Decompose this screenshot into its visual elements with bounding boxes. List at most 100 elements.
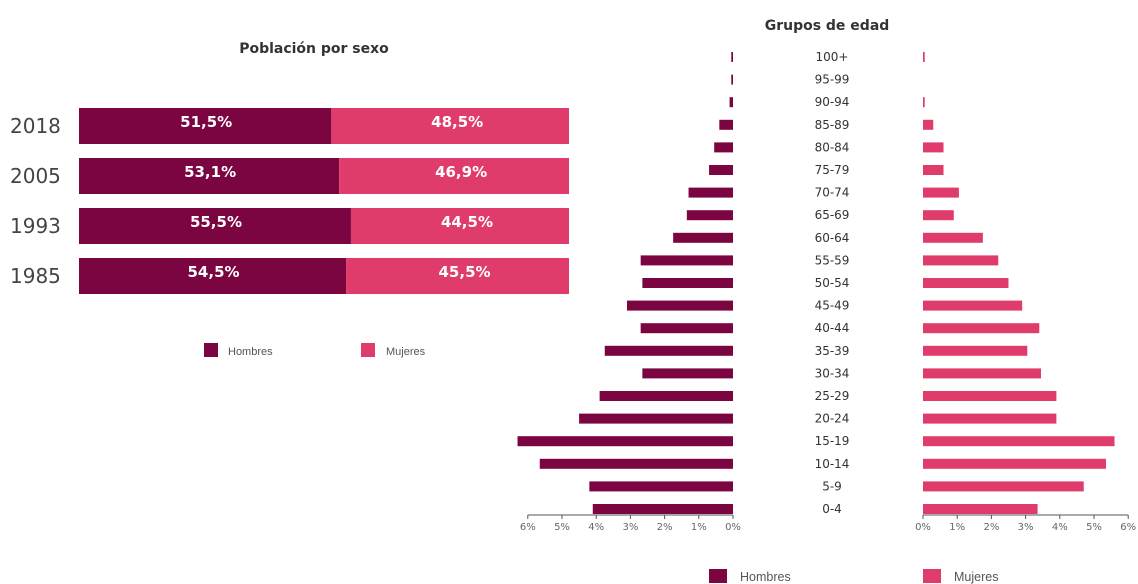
bar-hombres xyxy=(719,119,733,130)
data-label: 53,1% xyxy=(184,163,236,181)
bar-hombres xyxy=(579,413,733,424)
age-group-label: 75-79 xyxy=(815,163,850,177)
sex-legend: Hombres Mujeres xyxy=(204,343,426,358)
data-label: 46,9% xyxy=(435,163,487,181)
year-label: 2005 xyxy=(10,164,61,188)
data-label: 48,5% xyxy=(431,113,483,131)
bar-mujeres xyxy=(923,232,983,243)
age-group-label: 80-84 xyxy=(815,140,850,154)
bar-mujeres xyxy=(923,278,1009,288)
bar-mujeres xyxy=(331,108,569,144)
bar-hombres xyxy=(599,391,733,401)
bar-hombres xyxy=(79,158,340,194)
legend-swatch-mujeres xyxy=(923,569,941,583)
age-group-label: 100+ xyxy=(816,50,849,64)
bar-hombres xyxy=(517,436,733,447)
bar-hombres xyxy=(79,258,347,294)
bar-hombres xyxy=(731,74,733,85)
age-group-label: 0-4 xyxy=(822,502,842,516)
bar-hombres xyxy=(79,208,351,244)
tick-label: 3% xyxy=(1018,522,1034,533)
age-group-label: 60-64 xyxy=(815,231,850,245)
data-label: 45,5% xyxy=(439,263,491,281)
age-group-label: 50-54 xyxy=(815,276,850,290)
bar-mujeres xyxy=(923,345,1028,356)
bar-mujeres xyxy=(346,258,569,294)
bar-hombres xyxy=(604,345,733,356)
age-group-label: 10-14 xyxy=(815,457,850,471)
age-group-label: 20-24 xyxy=(815,412,850,426)
legend-swatch-hombres xyxy=(204,343,218,357)
legend-label-mujeres: Mujeres xyxy=(386,346,426,358)
bar-mujeres xyxy=(923,165,944,175)
age-group-label: 30-34 xyxy=(815,366,850,380)
bar-mujeres xyxy=(923,368,1041,379)
tick-label: 2% xyxy=(657,522,673,533)
bar-mujeres xyxy=(923,413,1057,424)
age-group-label: 25-29 xyxy=(815,389,850,403)
bar-hombres xyxy=(626,300,733,311)
tick-label: 6% xyxy=(520,522,536,533)
tick-label: 3% xyxy=(622,522,638,533)
tick-label: 5% xyxy=(1086,522,1102,533)
bar-mujeres xyxy=(923,436,1115,447)
age-group-label: 90-94 xyxy=(815,95,850,109)
legend-label-mujeres: Mujeres xyxy=(954,570,998,584)
chart-title-age: Grupos de edad xyxy=(765,18,890,34)
legend-swatch-mujeres xyxy=(361,343,375,357)
bar-hombres xyxy=(686,210,733,221)
bar-hombres xyxy=(714,142,733,153)
tick-label: 1% xyxy=(949,522,965,533)
year-label: 2018 xyxy=(10,114,61,138)
age-group-label: 45-49 xyxy=(815,299,850,313)
age-group-label: 65-69 xyxy=(815,208,850,222)
bar-mujeres xyxy=(923,52,925,62)
legend-label-hombres: Hombres xyxy=(228,346,273,358)
age-group-label: 40-44 xyxy=(815,321,850,335)
bar-hombres xyxy=(688,187,733,198)
age-group-label: 85-89 xyxy=(815,118,850,132)
bar-mujeres xyxy=(923,300,1023,311)
bar-hombres xyxy=(642,278,733,288)
year-label: 1985 xyxy=(10,264,61,288)
bar-mujeres xyxy=(923,119,934,130)
age-legend: Hombres Mujeres xyxy=(709,569,998,584)
tick-label: 0% xyxy=(725,522,741,533)
bar-hombres xyxy=(709,165,733,175)
bar-hombres xyxy=(640,323,733,334)
age-group-label: 35-39 xyxy=(815,344,850,358)
bar-mujeres xyxy=(923,255,999,266)
data-label: 54,5% xyxy=(188,263,240,281)
tick-label: 4% xyxy=(588,522,604,533)
bar-hombres xyxy=(592,504,733,514)
bar-hombres xyxy=(640,255,733,266)
sex-bar-chart: 2018 51,5% 48,5% 2005 53,1% 46,9% 1993 55,5% 44,… xyxy=(10,108,569,294)
bar-mujeres xyxy=(923,391,1057,401)
data-label: 51,5% xyxy=(180,113,232,131)
bar-hombres xyxy=(673,232,733,243)
chart-title-sex: Población por sexo xyxy=(239,41,389,57)
tick-label: 0% xyxy=(915,522,931,533)
bar-mujeres xyxy=(923,458,1106,469)
bar-mujeres xyxy=(923,142,944,153)
tick-label: 2% xyxy=(983,522,999,533)
bar-mujeres xyxy=(350,208,569,244)
bar-mujeres xyxy=(923,481,1084,492)
bar-mujeres xyxy=(923,210,954,221)
age-group-label: 95-99 xyxy=(815,73,850,87)
legend-label-hombres: Hombres xyxy=(740,570,791,584)
bar-hombres xyxy=(731,52,733,62)
bar-mujeres xyxy=(339,158,569,194)
age-group-label: 5-9 xyxy=(822,479,842,493)
data-label: 44,5% xyxy=(441,213,493,231)
tick-label: 4% xyxy=(1052,522,1068,533)
bar-mujeres xyxy=(923,187,959,198)
bar-mujeres xyxy=(923,323,1040,334)
age-group-label: 15-19 xyxy=(815,434,850,448)
tick-label: 1% xyxy=(691,522,707,533)
age-pyramid-chart: 100+ 95-99 90-94 85-89 80-84 75-79 70-74 65-69 6… xyxy=(517,50,1136,533)
tick-label: 6% xyxy=(1120,522,1136,533)
data-label: 55,5% xyxy=(190,213,242,231)
bar-hombres xyxy=(642,368,733,379)
